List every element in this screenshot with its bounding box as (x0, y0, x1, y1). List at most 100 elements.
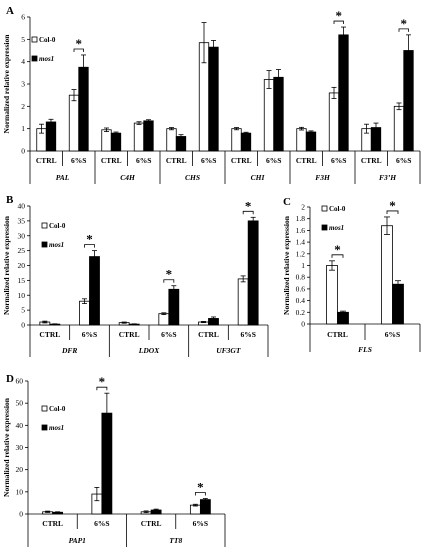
panel-label: D (6, 373, 14, 385)
significance-bracket (333, 20, 344, 25)
legend-label: mos1 (49, 424, 64, 432)
category-label: 6%S (136, 156, 151, 165)
significance-bracket (331, 254, 344, 258)
y-tick-label: 20 (18, 261, 26, 270)
category-label: 6%S (266, 156, 281, 165)
category-label: 6%S (396, 156, 411, 165)
legend-swatch (321, 205, 328, 212)
significance-star: * (99, 374, 106, 389)
bar-col0 (68, 94, 80, 152)
group-label: UF3GT (216, 346, 241, 355)
y-tick-label: 2 (301, 203, 305, 212)
legend-swatch (41, 424, 48, 431)
y-tick-label: 10 (18, 291, 26, 300)
category-label: CTRL (42, 519, 63, 528)
y-tick-label: 1 (21, 124, 25, 133)
y-tick-label: 35 (18, 216, 26, 225)
category-label: CTRL (166, 156, 187, 165)
significance-bracket (194, 492, 206, 496)
y-tick-label: 5 (21, 35, 25, 44)
bar-mos1 (89, 256, 100, 326)
y-tick-label: 1.8 (296, 214, 306, 223)
group-label: LDOX (138, 346, 160, 355)
category-label: 6%S (82, 330, 97, 339)
y-tick-label: 0 (21, 147, 25, 156)
y-tick-label: 25 (18, 246, 26, 255)
bar-col0 (166, 128, 177, 152)
bar-mos1 (240, 132, 252, 152)
category-label: CTRL (119, 330, 140, 339)
significance-bracket (73, 48, 84, 52)
significance-bracket (386, 210, 399, 214)
bar-col0 (231, 128, 242, 152)
bar-col0 (237, 278, 249, 326)
y-axis-label: Normalized relative expression (2, 34, 11, 134)
bar-col0 (296, 128, 307, 152)
bar-mos1 (199, 499, 211, 515)
significance-star: * (334, 242, 341, 257)
category-label: CTRL (39, 330, 60, 339)
legend-swatch (41, 241, 48, 248)
y-tick-label: 0 (19, 510, 23, 519)
category-label: 6%S (240, 330, 255, 339)
chart-panel-A: A Normalized relative expression 0 1 2 3 4 5 6 CT… (2, 5, 421, 184)
significance-bracket (96, 386, 108, 391)
bar-mos1 (338, 34, 349, 152)
bar-col0 (189, 504, 201, 515)
legend-swatch (41, 222, 48, 229)
legend-label: mos1 (49, 241, 64, 249)
panel-label: A (6, 5, 14, 17)
y-tick-label: 4 (21, 57, 25, 66)
group-label: CHS (185, 173, 200, 182)
bar-mos1 (45, 121, 57, 152)
legend-swatch (41, 405, 48, 412)
legend-label: mos1 (39, 55, 54, 63)
category-label: CTRL (327, 330, 348, 339)
group-label: DFR (61, 346, 77, 355)
legend-label: Col-0 (49, 222, 66, 230)
panel-label: B (6, 194, 14, 206)
y-axis-label: Normalized relative expression (2, 397, 11, 497)
y-tick-label: 15 (18, 276, 26, 285)
category-label: 6%S (385, 330, 400, 339)
y-tick-label: 0.2 (296, 308, 306, 317)
y-tick-label: 50 (16, 399, 24, 408)
legend-label: Col-0 (39, 36, 56, 44)
significance-star: * (336, 8, 343, 23)
legend-swatch (31, 36, 38, 43)
y-tick-label: 40 (16, 421, 24, 430)
y-tick-label: 40 (18, 202, 26, 211)
legend-label: mos1 (329, 224, 344, 232)
y-tick-label: 0 (21, 321, 25, 330)
bar-mos1 (110, 132, 122, 152)
group-label: TT8 (169, 536, 182, 545)
category-label: CTRL (101, 156, 122, 165)
y-tick-label: 3 (21, 80, 25, 89)
bar-mos1 (273, 76, 284, 152)
y-tick-label: 60 (16, 377, 24, 386)
significance-bracket (84, 244, 95, 248)
y-tick-label: 10 (16, 487, 24, 496)
category-label: CTRL (198, 330, 219, 339)
bar-col0 (393, 105, 405, 152)
legend-swatch (31, 55, 38, 62)
bar-mos1 (305, 131, 317, 152)
category-label: CTRL (361, 156, 382, 165)
significance-star: * (401, 16, 408, 31)
category-label: 6%S (71, 156, 86, 165)
bar-col0 (326, 265, 338, 325)
y-tick-label: 30 (18, 231, 26, 240)
y-tick-label: 1 (301, 261, 305, 270)
group-label: PAP1 (69, 536, 86, 545)
bar-mos1 (143, 120, 154, 152)
category-label: CTRL (296, 156, 317, 165)
significance-bracket (242, 210, 254, 215)
significance-bracket (163, 279, 175, 283)
legend-label: Col-0 (329, 205, 346, 213)
y-tick-label: 6 (21, 13, 25, 22)
significance-star: * (245, 198, 252, 213)
y-tick-label: 0.6 (296, 284, 306, 293)
legend: Col-0 mos1 (41, 222, 66, 249)
legend: Col-0 mos1 (41, 405, 66, 432)
